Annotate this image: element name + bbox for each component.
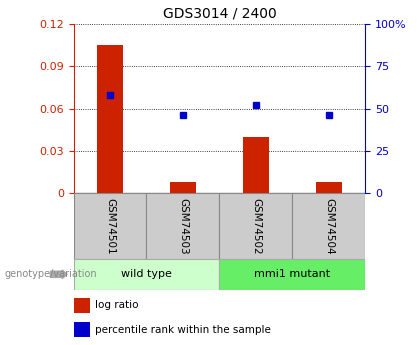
Bar: [170, 182, 196, 193]
Text: mmi1 mutant: mmi1 mutant: [255, 269, 331, 279]
Bar: [220, 193, 292, 259]
Title: GDS3014 / 2400: GDS3014 / 2400: [163, 6, 276, 20]
Text: log ratio: log ratio: [95, 300, 139, 310]
Bar: [316, 182, 342, 193]
Text: genotype/variation: genotype/variation: [4, 269, 97, 279]
Bar: [74, 259, 220, 290]
Bar: [74, 193, 147, 259]
Bar: [74, 297, 89, 313]
Bar: [74, 322, 89, 337]
Bar: [147, 193, 220, 259]
Text: GSM74503: GSM74503: [178, 198, 188, 255]
Text: percentile rank within the sample: percentile rank within the sample: [95, 325, 271, 335]
Text: wild type: wild type: [121, 269, 172, 279]
Bar: [97, 45, 123, 193]
Bar: [292, 193, 365, 259]
Text: GSM74504: GSM74504: [324, 198, 334, 255]
Text: GSM74501: GSM74501: [105, 198, 115, 255]
Text: GSM74502: GSM74502: [251, 198, 261, 255]
Bar: [243, 137, 269, 193]
Bar: [220, 259, 365, 290]
